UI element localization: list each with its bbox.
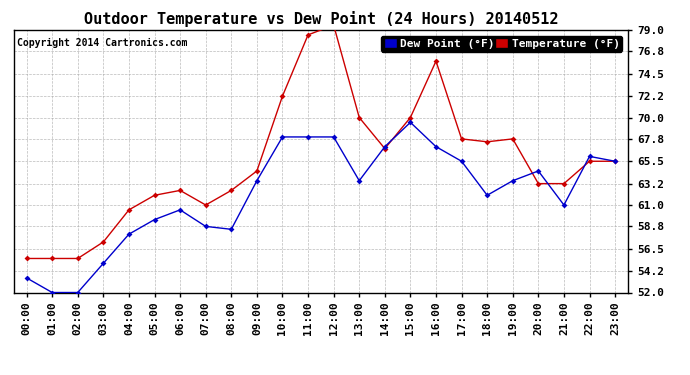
Text: Copyright 2014 Cartronics.com: Copyright 2014 Cartronics.com xyxy=(17,38,187,48)
Legend: Dew Point (°F), Temperature (°F): Dew Point (°F), Temperature (°F) xyxy=(381,36,622,51)
Title: Outdoor Temperature vs Dew Point (24 Hours) 20140512: Outdoor Temperature vs Dew Point (24 Hou… xyxy=(83,12,558,27)
